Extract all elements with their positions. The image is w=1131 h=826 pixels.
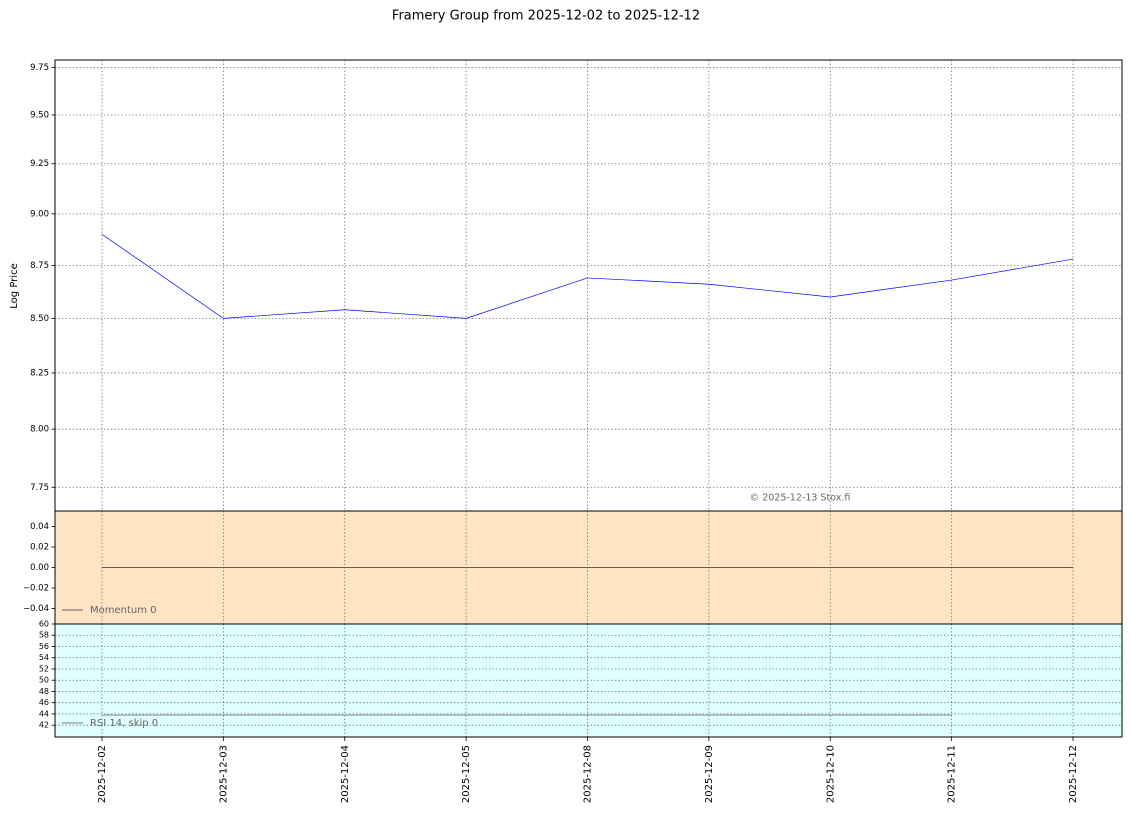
y-tick-label: 9.75 xyxy=(30,63,49,73)
x-tick-label: 2025-12-02 xyxy=(97,745,108,803)
legend-label: RSI 14, skip 0 xyxy=(90,718,158,729)
x-tick-label: 2025-12-08 xyxy=(583,745,594,803)
y-tick-label: 0.04 xyxy=(30,522,49,532)
y-tick-label: 0.02 xyxy=(30,542,49,552)
x-tick-label: 2025-12-03 xyxy=(218,745,229,803)
y-tick-label: 60 xyxy=(39,620,49,629)
x-tick-label: 2025-12-11 xyxy=(947,745,958,803)
y-axis-label: Log Price xyxy=(9,263,20,308)
y-tick-label: 7.75 xyxy=(30,483,49,493)
y-tick-label: −0.02 xyxy=(23,584,49,594)
y-tick-label: 8.75 xyxy=(30,261,49,271)
y-tick-label: 54 xyxy=(39,653,49,662)
y-tick-label: 56 xyxy=(39,642,49,651)
y-tick-label: 50 xyxy=(39,676,49,685)
y-tick-label: −0.04 xyxy=(23,604,49,614)
y-tick-label: 52 xyxy=(39,664,49,673)
y-tick-label: 44 xyxy=(39,709,49,718)
x-tick-label: 2025-12-04 xyxy=(340,745,351,803)
y-tick-label: 9.25 xyxy=(30,159,49,169)
panel-frame xyxy=(54,623,1123,738)
panel-background xyxy=(55,60,1122,511)
x-tick-label: 2025-12-09 xyxy=(704,745,715,803)
y-tick-label: 9.50 xyxy=(30,110,49,120)
y-tick-label: 8.25 xyxy=(30,368,49,378)
legend-label: Momentum 0 xyxy=(90,605,157,616)
y-tick-label: 8.00 xyxy=(30,425,49,435)
x-tick-label: 2025-12-05 xyxy=(461,745,472,803)
x-tick-label: 2025-12-12 xyxy=(1068,745,1079,803)
series-line xyxy=(101,233,1074,319)
chart-title: Framery Group from 2025-12-02 to 2025-12… xyxy=(392,9,700,24)
y-tick-label: 42 xyxy=(39,721,49,730)
y-tick-label: 0.00 xyxy=(30,563,49,573)
annotation: © 2025-12-13 Stox.fi xyxy=(750,493,851,504)
y-tick-label: 9.00 xyxy=(30,209,49,219)
x-tick-label: 2025-12-10 xyxy=(825,745,836,803)
y-tick-label: 58 xyxy=(39,631,49,640)
y-tick-label: 46 xyxy=(39,698,49,707)
y-tick-label: 8.50 xyxy=(30,314,49,324)
y-tick-label: 48 xyxy=(39,687,49,696)
